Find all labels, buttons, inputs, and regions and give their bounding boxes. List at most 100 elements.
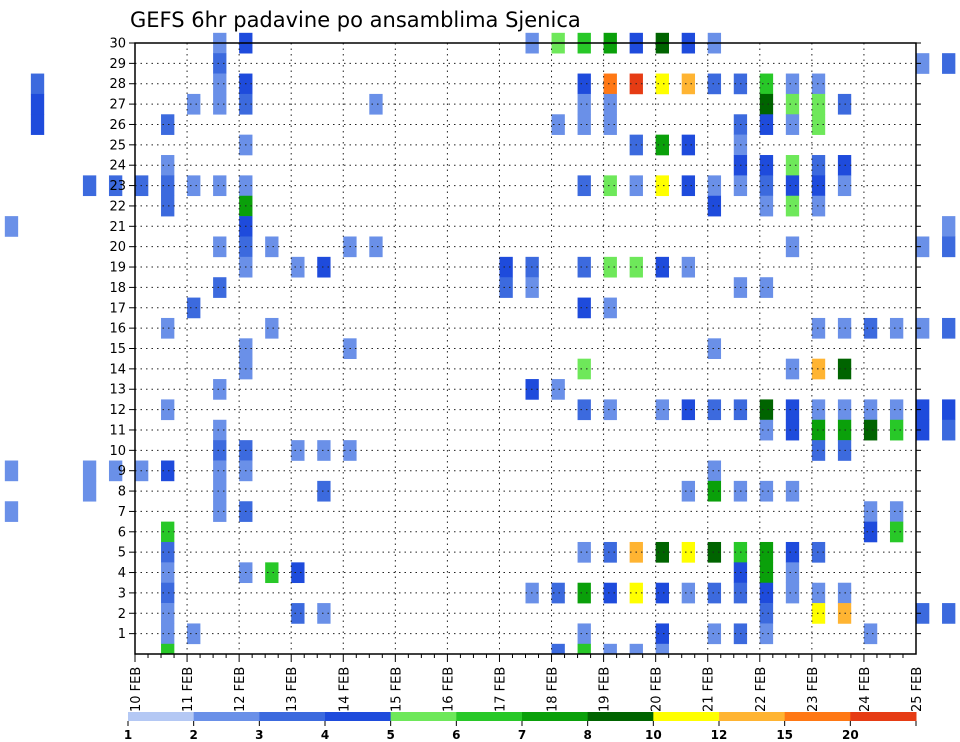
heatmap-cell [889, 501, 904, 522]
heatmap-cell [577, 175, 591, 197]
colorbar-swatch [325, 712, 392, 721]
y-axis: 1234567891011121314151617181920212223242… [109, 37, 921, 642]
y-tick-label: 4 [118, 566, 126, 581]
heatmap-cell [82, 175, 97, 197]
heatmap-cell [603, 643, 617, 655]
heatmap-cell [213, 379, 227, 400]
y-tick-label: 18 [109, 281, 126, 296]
heatmap-cell [681, 73, 696, 95]
heatmap-cell [82, 480, 97, 502]
heatmap-cell [30, 114, 45, 135]
heatmap-cell [759, 541, 774, 563]
heatmap-cell [811, 317, 826, 339]
heatmap-cell [759, 175, 774, 197]
heatmap-cell [785, 541, 800, 563]
heatmap-cell [291, 562, 305, 584]
heatmap-cell [759, 419, 774, 441]
heatmap-cell [577, 541, 591, 563]
heatmap-cell [317, 256, 331, 278]
heatmap-cell [863, 501, 878, 522]
heatmap-cell [655, 256, 669, 278]
heatmap-cell [916, 419, 930, 441]
heatmap-cell [213, 236, 227, 258]
heatmap-cell [759, 399, 774, 421]
heatmap-cell [577, 93, 591, 115]
heatmap-cell [603, 582, 617, 604]
y-tick-label: 8 [118, 485, 126, 500]
heatmap-cell [161, 317, 175, 339]
heatmap-cell [785, 582, 800, 604]
heatmap-cell [785, 114, 800, 135]
heatmap-cell [265, 236, 279, 258]
y-tick-label: 21 [109, 220, 126, 235]
colorbar-label: 5 [386, 728, 394, 742]
heatmap-cells [4, 32, 956, 655]
heatmap-cell [265, 562, 279, 584]
heatmap-cell [577, 256, 591, 278]
heatmap-cell [785, 93, 800, 115]
colorbar-swatch [719, 712, 786, 721]
heatmap-cell [603, 297, 617, 319]
x-tick-label: 19 FEB [598, 667, 613, 712]
heatmap-cell [577, 114, 591, 135]
heatmap-cell [707, 460, 722, 482]
colorbar-label: 6 [452, 728, 460, 742]
heatmap-cell [265, 317, 279, 339]
heatmap-cell [942, 399, 956, 421]
heatmap-cell [707, 623, 722, 645]
heatmap-cell [785, 480, 800, 502]
heatmap-cell [681, 399, 696, 421]
y-tick-label: 17 [109, 301, 126, 316]
heatmap-cell [603, 175, 617, 197]
heatmap-cell [759, 155, 774, 176]
heatmap-cell [942, 53, 956, 74]
colorbar-swatch [522, 712, 589, 721]
y-tick-label: 2 [118, 607, 126, 622]
heatmap-cell [785, 155, 800, 176]
heatmap-cell [603, 541, 617, 563]
colorbar-swatch [587, 712, 654, 721]
heatmap-cell [369, 93, 383, 115]
y-tick-label: 24 [109, 159, 126, 174]
x-tick-label: 13 FEB [285, 667, 300, 712]
colorbar-swatch [784, 712, 851, 721]
heatmap-cell [681, 175, 696, 197]
colorbar-swatch [653, 712, 720, 721]
heatmap-cell [213, 480, 227, 502]
heatmap-cell [161, 562, 175, 584]
heatmap-cell [655, 541, 669, 563]
heatmap-cell [863, 399, 878, 421]
y-tick-label: 26 [109, 118, 126, 133]
colorbar-label: 1 [124, 728, 132, 742]
heatmap-cell [811, 440, 826, 461]
colorbar-label: 15 [776, 728, 793, 742]
heatmap-cell [785, 175, 800, 197]
heatmap-cell [161, 114, 175, 135]
heatmap-cell [759, 623, 774, 645]
heatmap-cell [577, 623, 591, 645]
y-tick-label: 10 [109, 444, 126, 459]
heatmap-cell [161, 155, 175, 176]
heatmap-cell [187, 297, 201, 319]
heatmap-cell [161, 582, 175, 604]
y-tick-label: 5 [118, 546, 126, 561]
heatmap-cell [161, 175, 175, 197]
heatmap-cell [213, 73, 227, 95]
heatmap-cell [187, 93, 201, 115]
heatmap-cell [499, 277, 513, 298]
heatmap-cell [759, 562, 774, 584]
heatmap-cell [681, 256, 696, 278]
heatmap-cell [707, 480, 722, 502]
heatmap-cell [603, 114, 617, 135]
y-tick-label: 3 [118, 586, 126, 601]
heatmap-cell [603, 73, 617, 95]
heatmap-cell [213, 460, 227, 482]
heatmap-cell [681, 541, 696, 563]
heatmap-cell [317, 440, 331, 461]
heatmap-cell [811, 195, 826, 217]
colorbar-label: 7 [518, 728, 526, 742]
chart-title: GEFS 6hr padavine po ansamblima Sjenica [130, 8, 581, 32]
y-tick-label: 16 [109, 322, 126, 337]
heatmap-cell [811, 541, 826, 563]
heatmap-cell [759, 73, 774, 95]
